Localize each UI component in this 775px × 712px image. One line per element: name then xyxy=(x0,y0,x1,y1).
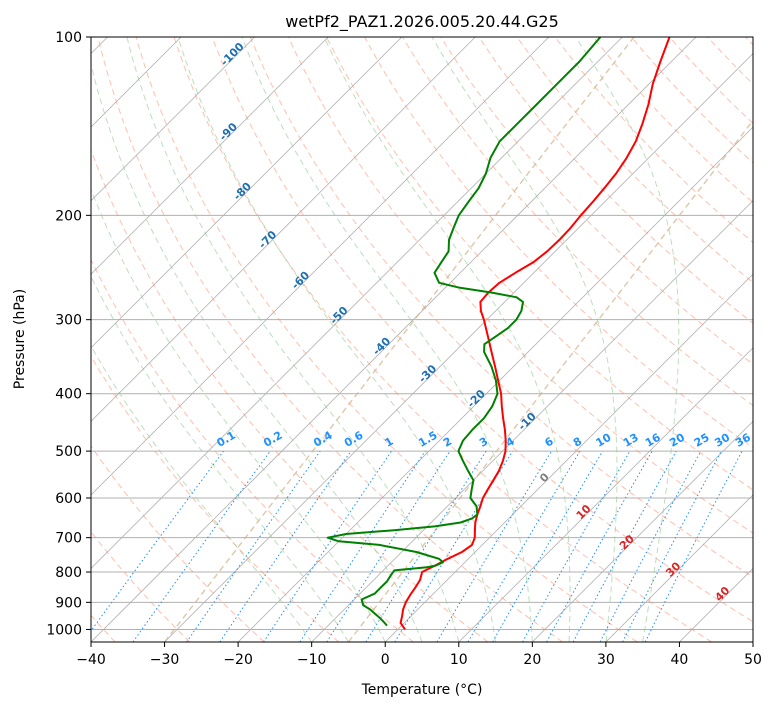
y-axis-label: Pressure (hPa) xyxy=(12,289,28,389)
x-tick-label: 10 xyxy=(450,652,468,668)
y-tick-label: 300 xyxy=(55,313,82,329)
y-tick-label: 1000 xyxy=(46,622,82,638)
chart-title: wetPf2_PAZ1.2026.005.20.44.G25 xyxy=(285,12,559,32)
y-tick-label: 900 xyxy=(55,595,82,611)
x-tick-label: 0 xyxy=(381,652,390,668)
x-axis-label: Temperature (°C) xyxy=(361,682,483,698)
x-tick-label: 30 xyxy=(597,652,615,668)
x-tick-label: 20 xyxy=(523,652,541,668)
x-tick-label: −20 xyxy=(223,652,253,668)
x-tick-label: −40 xyxy=(76,652,106,668)
y-tick-label: 800 xyxy=(55,565,82,581)
x-tick-label: 50 xyxy=(744,652,762,668)
y-tick-label: 400 xyxy=(55,387,82,403)
x-tick-label: −10 xyxy=(297,652,327,668)
y-tick-label: 500 xyxy=(55,444,82,460)
x-tick-label: 40 xyxy=(671,652,689,668)
x-tick-label: −30 xyxy=(150,652,180,668)
y-tick-label: 600 xyxy=(55,491,82,507)
y-tick-label: 100 xyxy=(55,30,82,46)
y-tick-label: 700 xyxy=(55,531,82,547)
y-tick-label: 200 xyxy=(55,208,82,224)
